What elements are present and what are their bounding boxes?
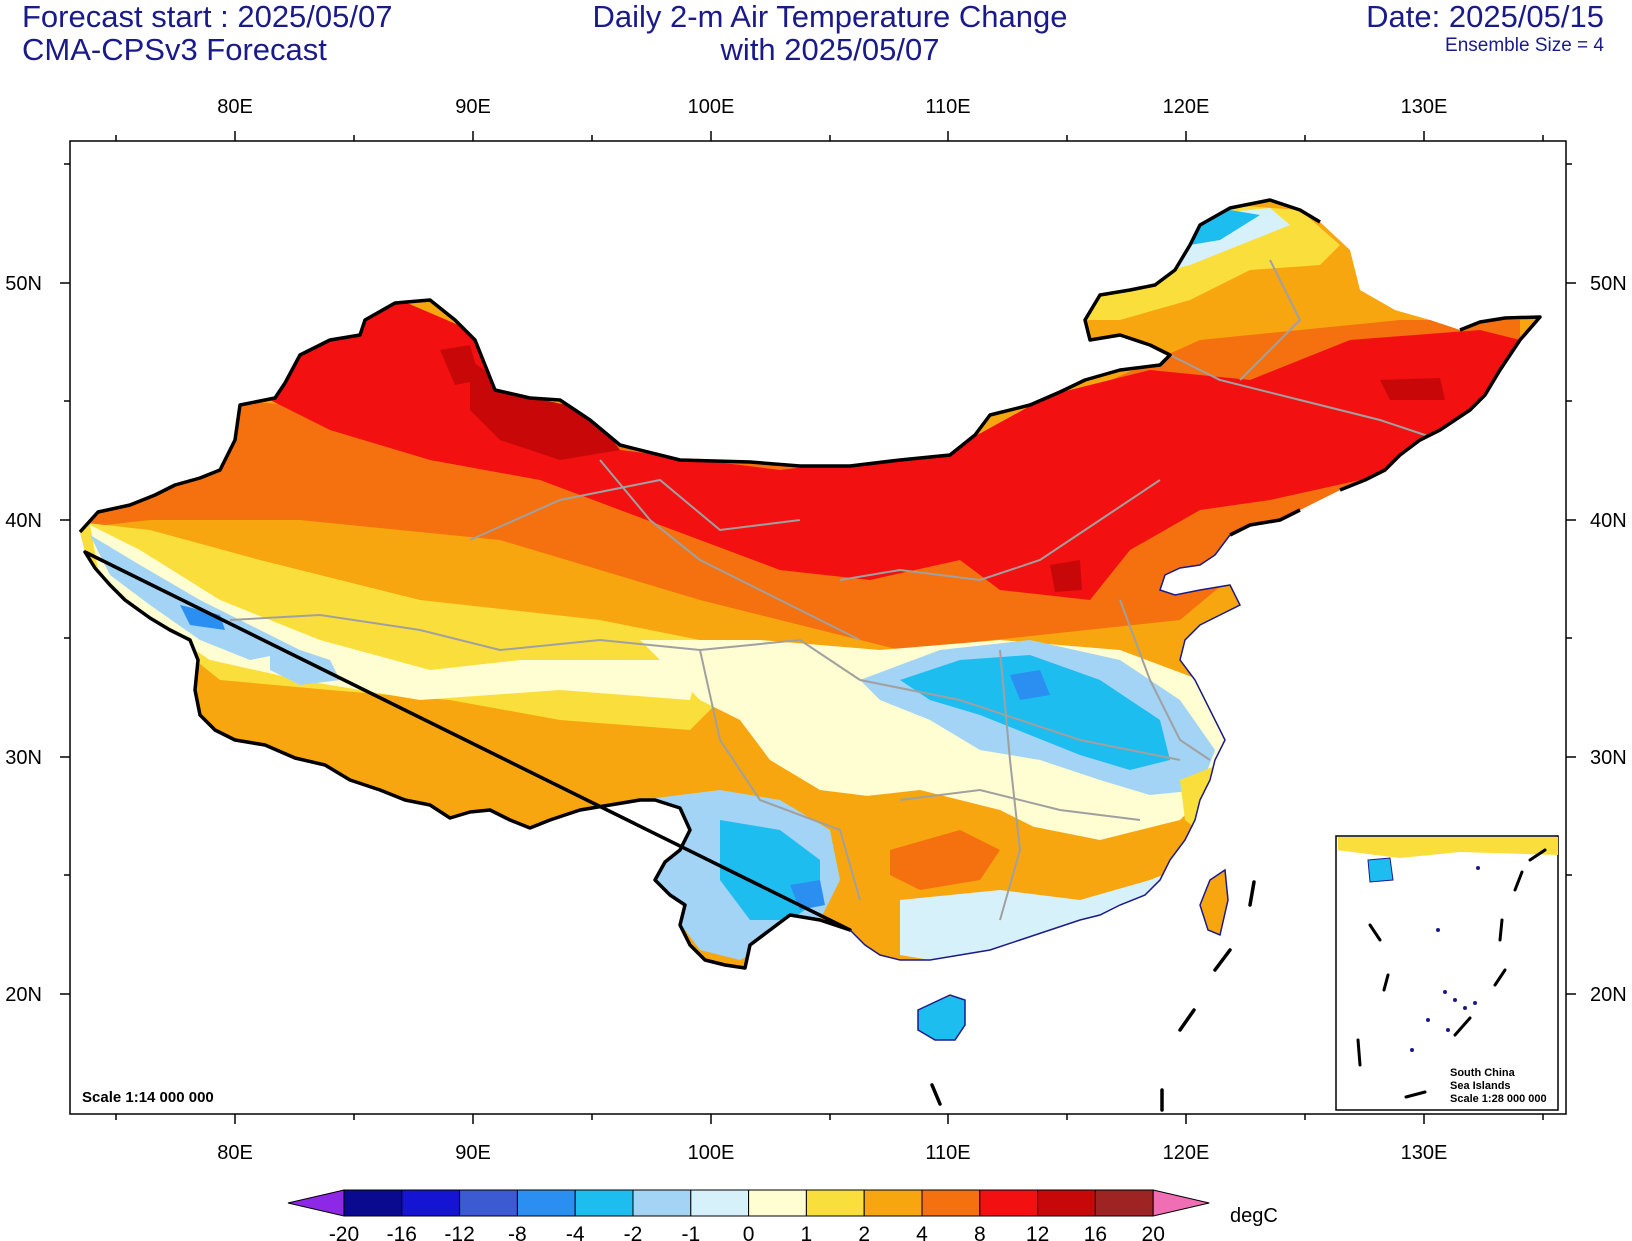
coastline: [849, 534, 1242, 1041]
colorbar-swatch: [863, 1189, 923, 1217]
inset-label-line2: Sea Islands: [1450, 1080, 1511, 1092]
lat-label: 20N: [5, 984, 42, 1006]
colorbar-swatch: [632, 1189, 692, 1217]
model-label: CMA-CPSv3 Forecast: [22, 32, 327, 67]
valid-date-label: Date: 2025/05/15: [1366, 0, 1604, 34]
lat-label: 50N: [1590, 273, 1627, 295]
colorbar-unit-label: degC: [1230, 1205, 1278, 1227]
colorbar-tick-label: -2: [624, 1223, 643, 1241]
colorbar-tick-label: 2: [858, 1223, 870, 1241]
lon-labels-top: 80E 90E 100E 110E 120E 130E: [217, 96, 1447, 118]
colorbar-tick-label: 0: [743, 1223, 755, 1241]
lat-label: 30N: [1590, 747, 1627, 769]
lon-label: 100E: [688, 96, 735, 118]
colorbar-swatch: [1094, 1189, 1154, 1217]
colorbar-tick-label: -12: [444, 1223, 474, 1241]
lat-label: 40N: [5, 510, 42, 532]
colorbar-low-extend: [287, 1189, 345, 1217]
inset-map: South China Sea Islands Scale 1:28 000 0…: [1335, 835, 1559, 1111]
lat-labels-right: 50N 40N 30N 20N: [1590, 273, 1627, 1006]
colorbar-swatch: [1037, 1189, 1096, 1217]
colorbar-tick-label: 4: [916, 1223, 928, 1241]
lat-label: 40N: [1590, 510, 1627, 532]
colorbar-tick-label: -4: [566, 1223, 585, 1241]
colorbar-swatch: [343, 1189, 403, 1217]
colorbar-swatch: [921, 1189, 981, 1217]
lon-label: 80E: [217, 96, 253, 118]
colorbar-tick-label: -20: [329, 1223, 359, 1241]
lat-ticks: [60, 163, 1576, 995]
ensemble-size-label: Ensemble Size = 4: [1445, 35, 1604, 56]
map-title: Daily 2-m Air Temperature Change: [592, 0, 1068, 34]
lon-label: 100E: [688, 1142, 735, 1164]
lon-ticks: [115, 131, 1544, 1124]
lon-label: 90E: [455, 96, 491, 118]
colorbar-swatch: [690, 1189, 750, 1217]
colorbar-tick-label: 12: [1026, 1223, 1049, 1241]
lon-label: 110E: [925, 1142, 970, 1164]
lat-label: 50N: [5, 273, 42, 295]
lon-label: 120E: [1163, 1142, 1210, 1164]
colorbar-high-extend: [1152, 1189, 1210, 1217]
map-scale-label: Scale 1:14 000 000: [82, 1089, 214, 1106]
colorbar-swatch: [748, 1189, 807, 1217]
lon-label: 110E: [925, 96, 970, 118]
lat-label: 30N: [5, 747, 42, 769]
lon-label: 90E: [455, 1142, 491, 1164]
colorbar-swatch: [805, 1189, 865, 1217]
colorbar-tick-label: -1: [681, 1223, 700, 1241]
colorbar-tick-label: 20: [1142, 1223, 1165, 1241]
lon-labels-bottom: 80E 90E 100E 110E 120E 130E: [217, 1142, 1447, 1164]
colorbar-tick-label: -16: [387, 1223, 417, 1241]
lat-label: 20N: [1590, 984, 1627, 1006]
colorbar-tick-label: -8: [508, 1223, 527, 1241]
colorbar-swatch: [459, 1189, 518, 1217]
colorbar-tick-label: 16: [1084, 1223, 1107, 1241]
colorbar-tick-label: 1: [801, 1223, 813, 1241]
colorbar-swatch: [401, 1189, 461, 1217]
colorbar: -20 -16 -12 -8 -4 -2 -1 0 1 2 4 8 12 16 20: [287, 1189, 1210, 1241]
colorbar-swatch: [979, 1189, 1039, 1217]
china-border: [78, 198, 1542, 970]
colorbar-swatch: [574, 1189, 634, 1217]
lon-label: 130E: [1401, 1142, 1448, 1164]
lon-label: 80E: [217, 1142, 253, 1164]
nine-dash-line: [930, 880, 1256, 1112]
inset-scale-label: Scale 1:28 000 000: [1450, 1093, 1547, 1105]
colorbar-tick-label: 8: [974, 1223, 986, 1241]
colorbar-swatch: [516, 1189, 576, 1217]
forecast-start-label: Forecast start : 2025/05/07: [22, 0, 393, 34]
lat-labels-left: 50N 40N 30N 20N: [5, 273, 42, 1006]
map-subtitle: with 2025/05/07: [720, 32, 940, 67]
lon-label: 130E: [1401, 96, 1448, 118]
lon-label: 120E: [1163, 96, 1210, 118]
inset-label-line1: South China: [1450, 1067, 1516, 1079]
